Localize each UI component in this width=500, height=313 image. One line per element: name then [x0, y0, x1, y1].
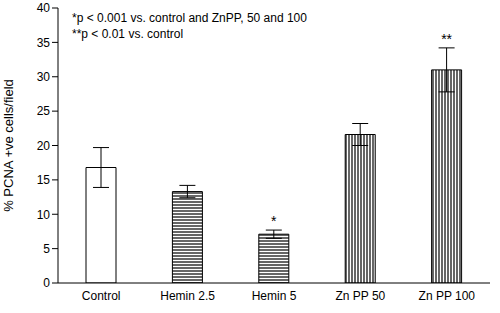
svg-text:Zn PP 50: Zn PP 50: [335, 289, 385, 303]
svg-text:35: 35: [37, 36, 51, 50]
html-text:**p < 0.01 vs. control: **p < 0.01 vs. control: [72, 27, 184, 41]
svg-text:Hemin 2.5: Hemin 2.5: [160, 289, 215, 303]
svg-text:30: 30: [37, 70, 51, 84]
svg-text:*: *: [271, 213, 277, 229]
svg-text:40: 40: [37, 1, 51, 15]
svg-text:**: **: [441, 31, 452, 47]
svg-text:Control: Control: [82, 289, 121, 303]
svg-text:10: 10: [37, 208, 51, 222]
svg-text:25: 25: [37, 104, 51, 118]
svg-text:15: 15: [37, 173, 51, 187]
svg-text:% PCNA +ve cells/field: % PCNA +ve cells/field: [8, 79, 16, 212]
svg-text:20: 20: [37, 139, 51, 153]
svg-text:0: 0: [43, 276, 50, 290]
svg-text:Hemin 5: Hemin 5: [252, 289, 297, 303]
svg-text:Zn PP 100: Zn PP 100: [419, 289, 476, 303]
html-text:*p < 0.001 vs. control and ZnP: *p < 0.001 vs. control and ZnPP, 50 and …: [72, 11, 307, 25]
svg-text:5: 5: [43, 242, 50, 256]
